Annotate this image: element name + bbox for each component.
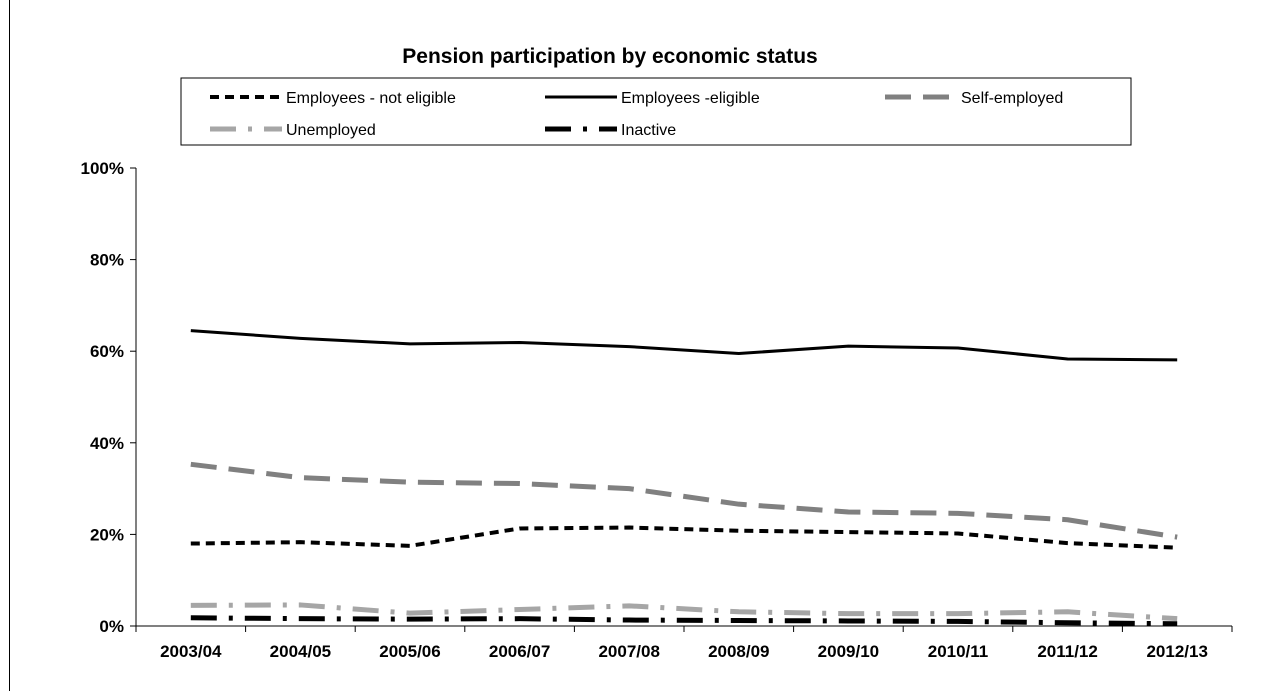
y-tick-label: 80% xyxy=(90,251,124,270)
series-3 xyxy=(190,602,1178,622)
x-tick-label: 2006/07 xyxy=(489,642,550,661)
frame-left-border xyxy=(9,0,10,691)
legend-label: Unemployed xyxy=(286,122,376,139)
series-4 xyxy=(190,615,1178,627)
series-line xyxy=(190,615,1178,627)
series-0 xyxy=(190,525,1178,550)
x-tick-label: 2010/11 xyxy=(928,642,989,661)
y-tick-label: 100% xyxy=(81,159,124,178)
x-tick-label: 2004/05 xyxy=(270,642,331,661)
legend-label: Self-employed xyxy=(961,90,1063,107)
legend-label: Inactive xyxy=(621,122,676,139)
x-tick-label: 2005/06 xyxy=(379,642,440,661)
x-tick-label: 2009/10 xyxy=(818,642,879,661)
x-tick-label: 2012/13 xyxy=(1146,642,1207,661)
series-line xyxy=(190,329,1178,362)
x-tick-label: 2003/04 xyxy=(160,642,222,661)
series-2 xyxy=(190,461,1178,540)
legend-item: Unemployed xyxy=(210,122,376,139)
y-tick-label: 0% xyxy=(99,617,124,636)
series-1 xyxy=(190,329,1178,362)
legend-label: Employees -eligible xyxy=(621,90,760,107)
legend-label: Employees - not eligible xyxy=(286,90,456,107)
chart-axes: 0% 20% 40% 60% 80% 100% 2003/04 2004/05 2005/06 2… xyxy=(81,159,1233,661)
chart-legend: Employees - not eligible Employees -eligi… xyxy=(180,77,1132,146)
x-tick-label: 2008/09 xyxy=(708,642,769,661)
legend-item: Employees - not eligible xyxy=(210,90,456,107)
series-line xyxy=(190,602,1178,622)
legend-box xyxy=(180,77,1132,146)
legend-item: Inactive xyxy=(545,122,676,139)
x-tick-label: 2011/12 xyxy=(1037,642,1098,661)
y-tick-label: 40% xyxy=(90,434,124,453)
y-tick-label: 60% xyxy=(90,342,124,361)
series-line xyxy=(190,461,1178,540)
legend-item: Employees -eligible xyxy=(545,90,760,107)
y-tick-label: 20% xyxy=(90,525,124,544)
chart-title: Pension participation by economic status xyxy=(402,45,817,68)
series-line xyxy=(190,525,1178,550)
x-tick-label: 2007/08 xyxy=(598,642,659,661)
legend-item: Self-employed xyxy=(885,90,1063,107)
chart-series xyxy=(190,329,1178,627)
